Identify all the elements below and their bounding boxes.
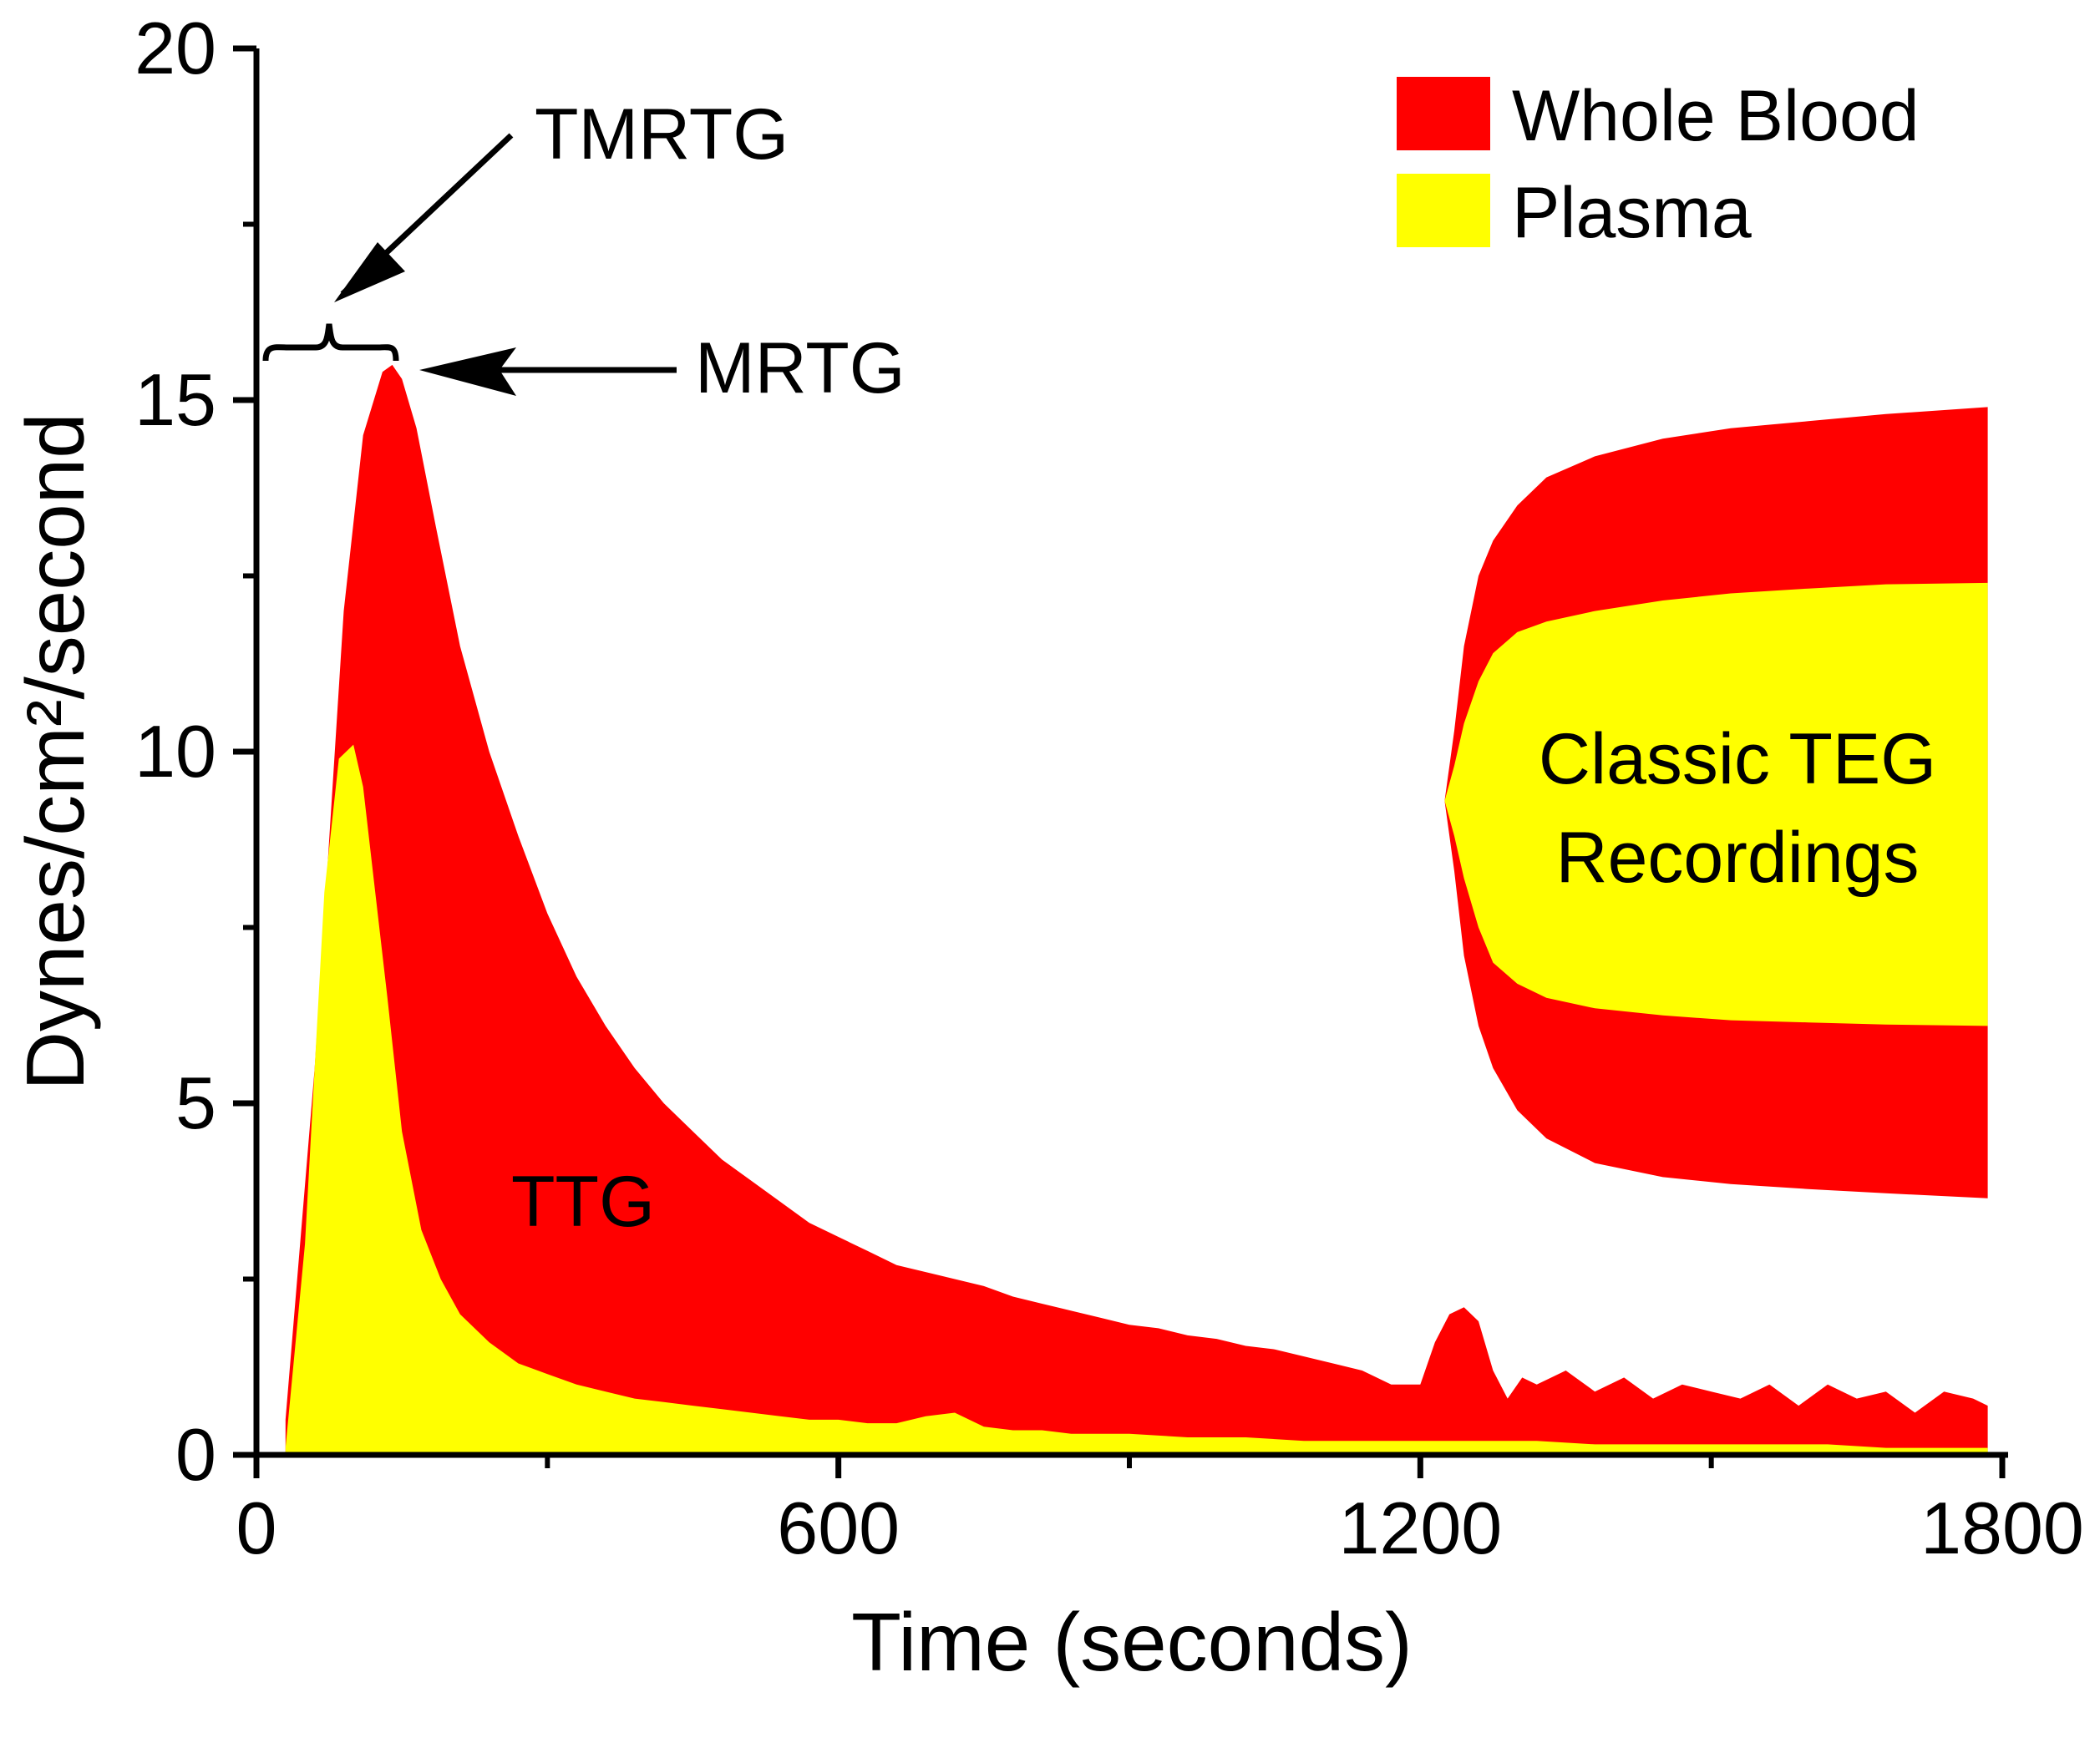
annotation-mrtg: MRTG xyxy=(695,328,905,408)
y-tick-label: 5 xyxy=(175,1062,216,1144)
y-tick-label: 10 xyxy=(134,710,216,793)
annotation-ttg: TTG xyxy=(511,1162,655,1242)
annotation-tmrtg: TMRTG xyxy=(535,94,789,175)
mrtg-arrowhead xyxy=(419,347,516,396)
tmrtg-bracket xyxy=(262,323,399,362)
legend-swatch-whole-blood xyxy=(1397,77,1490,150)
y-tick-label: 20 xyxy=(134,7,216,89)
legend-label-whole-blood: Whole Blood xyxy=(1512,76,1920,156)
x-tick-label: 1200 xyxy=(1338,1487,1502,1569)
teg-label-line-1: Classic TEG xyxy=(1539,719,1936,799)
x-axis-title: Time (seconds) xyxy=(851,1596,1413,1688)
x-tick-label: 600 xyxy=(777,1487,900,1569)
y-tick-label: 0 xyxy=(175,1413,216,1496)
ticks: 0 5 10 15 20 0 600 1200 1800 xyxy=(134,7,2084,1569)
tmrtg-arrowhead xyxy=(334,242,405,302)
series-area-whole-blood xyxy=(285,364,1988,1455)
annotations: TMRTG MRTG TTG Classic TEG Recordings xyxy=(262,94,1936,1242)
legend-label-plasma: Plasma xyxy=(1512,173,1752,253)
teg-band-plasma xyxy=(1444,582,1988,1026)
legend-swatch-plasma xyxy=(1397,174,1490,247)
teg-label-line-2: Recordings xyxy=(1556,818,1920,898)
x-tick-label: 1800 xyxy=(1920,1487,2084,1569)
x-tick-label: 0 xyxy=(236,1487,277,1569)
series-area-plasma xyxy=(285,744,1988,1455)
y-axis-title: Dynes/cm²/second xyxy=(9,413,101,1091)
legend: Whole Blood Plasma xyxy=(1397,76,1920,253)
data-layer xyxy=(285,364,1988,1455)
y-tick-label: 15 xyxy=(134,358,216,441)
